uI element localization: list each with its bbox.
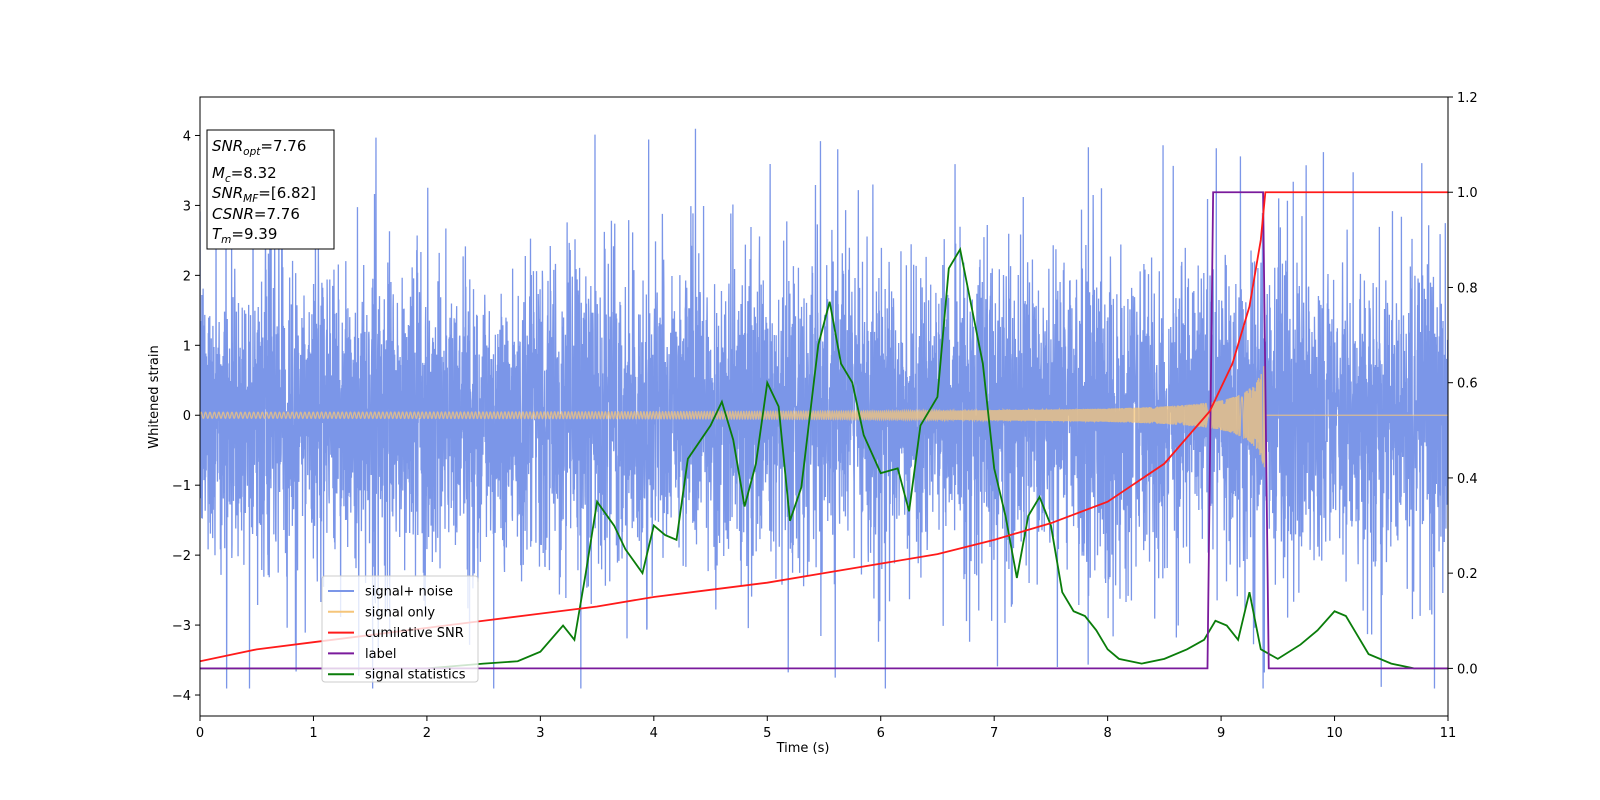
y-right-tick-label: 1.2: [1457, 91, 1478, 106]
axes-frame: [199, 96, 1449, 717]
y-right-tick-label: 0.0: [1457, 662, 1478, 677]
annotation-line: CSNR=7.76: [212, 205, 300, 223]
y-left-tick-label: −2: [172, 549, 191, 564]
legend: signal+ noise signal only cumilative SNR la…: [321, 575, 479, 683]
legend-frame: [321, 575, 479, 683]
annotation-line: Tm=9.39: [212, 225, 277, 246]
y-left-tick-label: 3: [183, 199, 191, 214]
axes: [199, 96, 1449, 717]
x-tick-label: 5: [763, 726, 771, 741]
x-tick-label: 3: [536, 726, 544, 741]
series-signal-only: [200, 361, 1448, 468]
x-tick-label: 4: [650, 726, 658, 741]
x-tick-label: 9: [1217, 726, 1225, 741]
y-left-tick-label: −1: [172, 479, 191, 494]
y-left-tick-label: −3: [172, 619, 191, 634]
legend-entry-label: signal statistics: [365, 668, 466, 683]
plot-area: [200, 128, 1448, 689]
legend-entry-label: label: [365, 647, 396, 662]
y-right-tick-label: 0.8: [1457, 281, 1478, 296]
annotation-line: SNRMF=[6.82]: [212, 184, 316, 205]
series-signal-noise: [200, 128, 1448, 689]
annotation-line: Mc=8.32: [212, 164, 277, 185]
x-tick-label: 11: [1440, 726, 1457, 741]
y-axis-label: Whitened strain: [147, 345, 162, 448]
annotation-line: SNRopt=7.76: [212, 137, 306, 158]
y-right-tick-label: 0.4: [1457, 472, 1478, 487]
annotation-frame: [206, 129, 335, 250]
y-left-tick-label: −4: [172, 689, 191, 704]
y-left-tick-label: 2: [183, 269, 191, 284]
ticks: 0 1 2 3 4 5 6 7 8 9 10 11 −4 −3 −2 −1 0 1 2 3 4 0.0 0.2 0.4 0.6 0…: [172, 91, 1478, 741]
x-tick-label: 6: [877, 726, 885, 741]
y-right-tick-label: 0.2: [1457, 567, 1478, 582]
x-tick-label: 0: [196, 726, 204, 741]
legend-entry-label: cumilative SNR: [365, 626, 464, 641]
series-label: [200, 191, 1448, 670]
x-axis-label: Time (s): [776, 741, 830, 756]
x-tick-label: 1: [309, 726, 317, 741]
x-tick-label: 2: [423, 726, 431, 741]
y-left-tick-label: 0: [183, 409, 191, 424]
series-signal-statistics: [200, 246, 1448, 670]
legend-entry-label: signal+ noise: [365, 585, 453, 600]
y-left-tick-label: 4: [183, 129, 191, 144]
x-tick-label: 8: [1103, 726, 1111, 741]
y-right-tick-label: 1.0: [1457, 186, 1478, 201]
x-tick-label: 10: [1326, 726, 1343, 741]
y-right-tick-label: 0.6: [1457, 377, 1478, 392]
x-tick-label: 7: [990, 726, 998, 741]
legend-entry-label: signal only: [365, 605, 435, 620]
y-left-tick-label: 1: [183, 339, 191, 354]
